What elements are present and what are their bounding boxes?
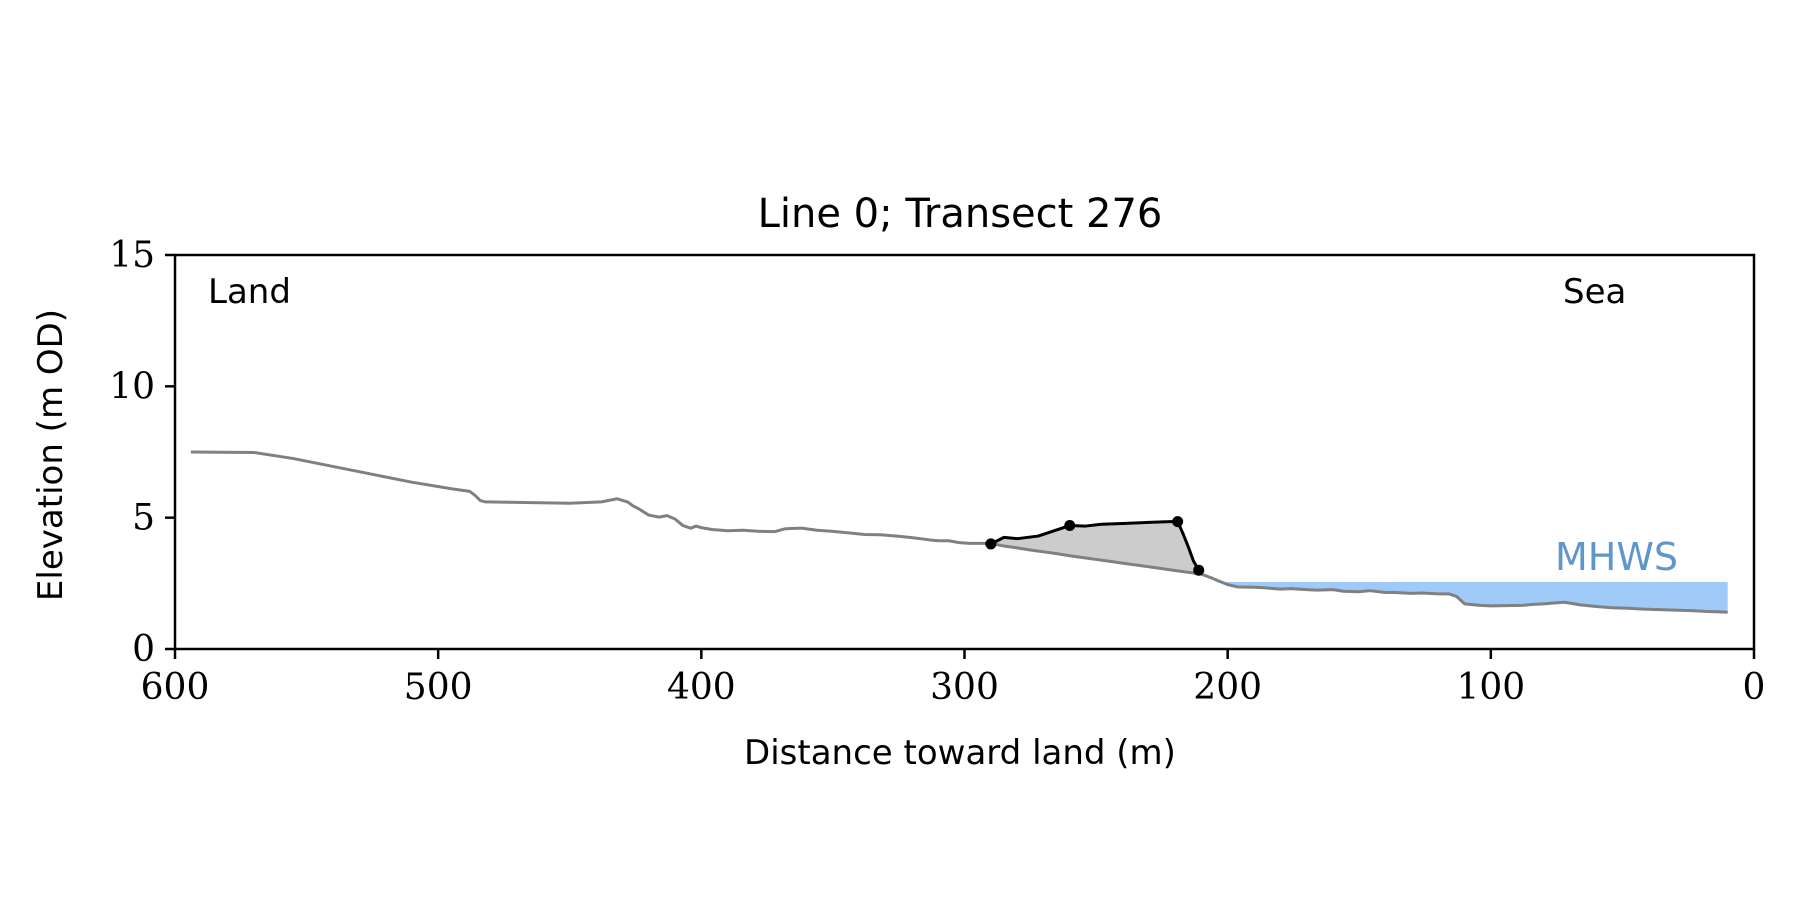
dune-marker (985, 538, 997, 550)
x-tick-label: 100 (1456, 667, 1525, 708)
y-tick-label: 10 (109, 366, 155, 407)
plot-frame (173, 253, 1756, 651)
land-label: Land (208, 272, 291, 312)
y-tick-label: 5 (132, 498, 155, 539)
y-tick-label: 0 (132, 629, 155, 670)
x-tick-label: 600 (141, 667, 210, 708)
profile-line (190, 450, 1728, 614)
x-tick-label: 300 (930, 667, 999, 708)
sea-label: Sea (1563, 272, 1626, 312)
x-tick-label: 500 (404, 667, 473, 708)
x-axis-label: Distance toward land (m) (744, 733, 1176, 773)
chart-title: Line 0; Transect 276 (758, 191, 1163, 237)
dune-marker (1193, 564, 1205, 576)
x-tick-label: 0 (1743, 667, 1766, 708)
dune-marker (1172, 516, 1184, 528)
dune-line (990, 520, 1201, 571)
x-ticks: 600 500 400 300 200 100 0 (141, 649, 1766, 708)
mhws-band (1214, 582, 1728, 613)
x-tick-label: 200 (1193, 667, 1262, 708)
y-axis-label: Elevation (m OD) (31, 309, 71, 601)
dune-marker (1064, 520, 1076, 532)
x-tick-label: 400 (667, 667, 736, 708)
y-tick-label: 15 (109, 235, 155, 276)
plot-area (190, 450, 1728, 614)
y-ticks: 0 5 10 15 (109, 235, 175, 670)
mhws-label: MHWS (1555, 535, 1678, 579)
